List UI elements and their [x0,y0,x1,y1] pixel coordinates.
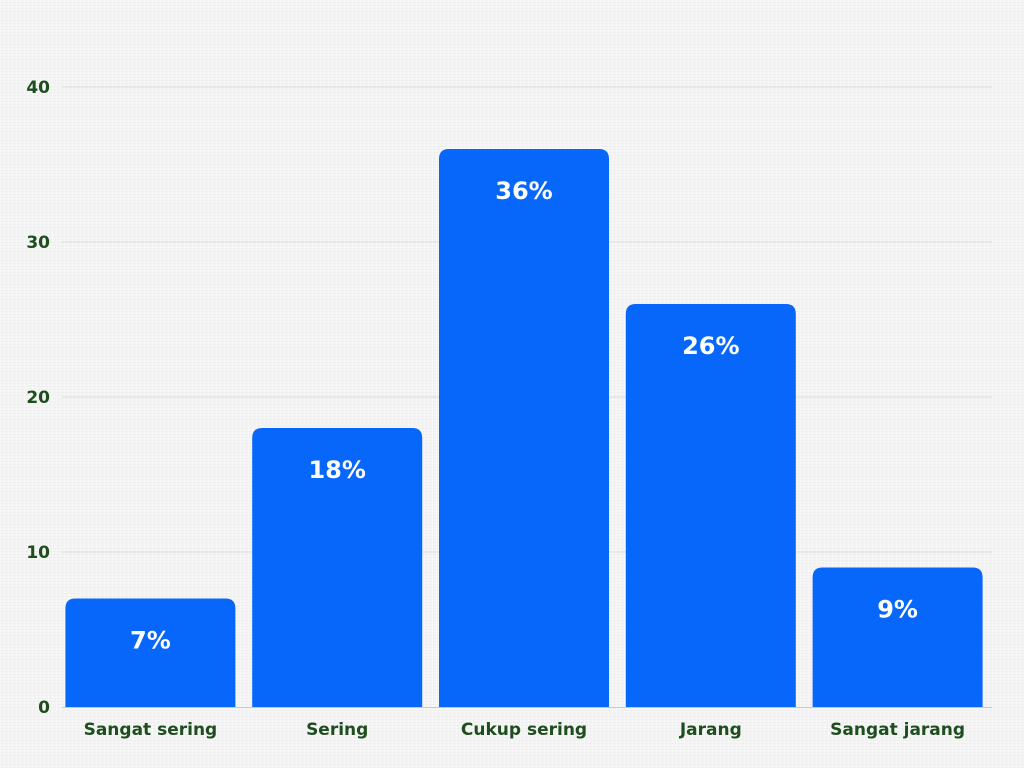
y-axis: 0 10 20 30 40 [26,78,50,718]
bar-data-label: 36% [495,177,552,205]
bar-jarang [625,304,796,707]
bar-data-label: 7% [130,627,171,655]
bar-data-label: 18% [308,456,365,484]
bar-sangat-jarang [812,567,983,707]
x-tick-label: Sering [306,720,368,740]
y-tick-label: 40 [26,78,50,98]
bar-sangat-sering [65,598,236,707]
x-tick-label: Jarang [679,720,742,740]
bar-sering [252,428,423,707]
x-tick-label: Cukup sering [461,720,587,740]
x-tick-label: Sangat sering [84,720,218,740]
x-tick-label: Sangat jarang [830,720,965,740]
y-tick-label: 30 [26,233,50,253]
y-tick-label: 20 [26,388,50,408]
data-labels: 7% 18% 36% 26% 9% [130,177,918,655]
x-axis: Sangat sering Sering Cukup sering Jarang San… [62,707,992,740]
bars [65,149,983,707]
bar-cukup-sering [439,149,609,707]
bar-data-label: 26% [682,332,739,360]
bar-data-label: 9% [877,596,918,624]
y-tick-label: 10 [26,543,50,563]
y-tick-label: 0 [38,698,50,718]
